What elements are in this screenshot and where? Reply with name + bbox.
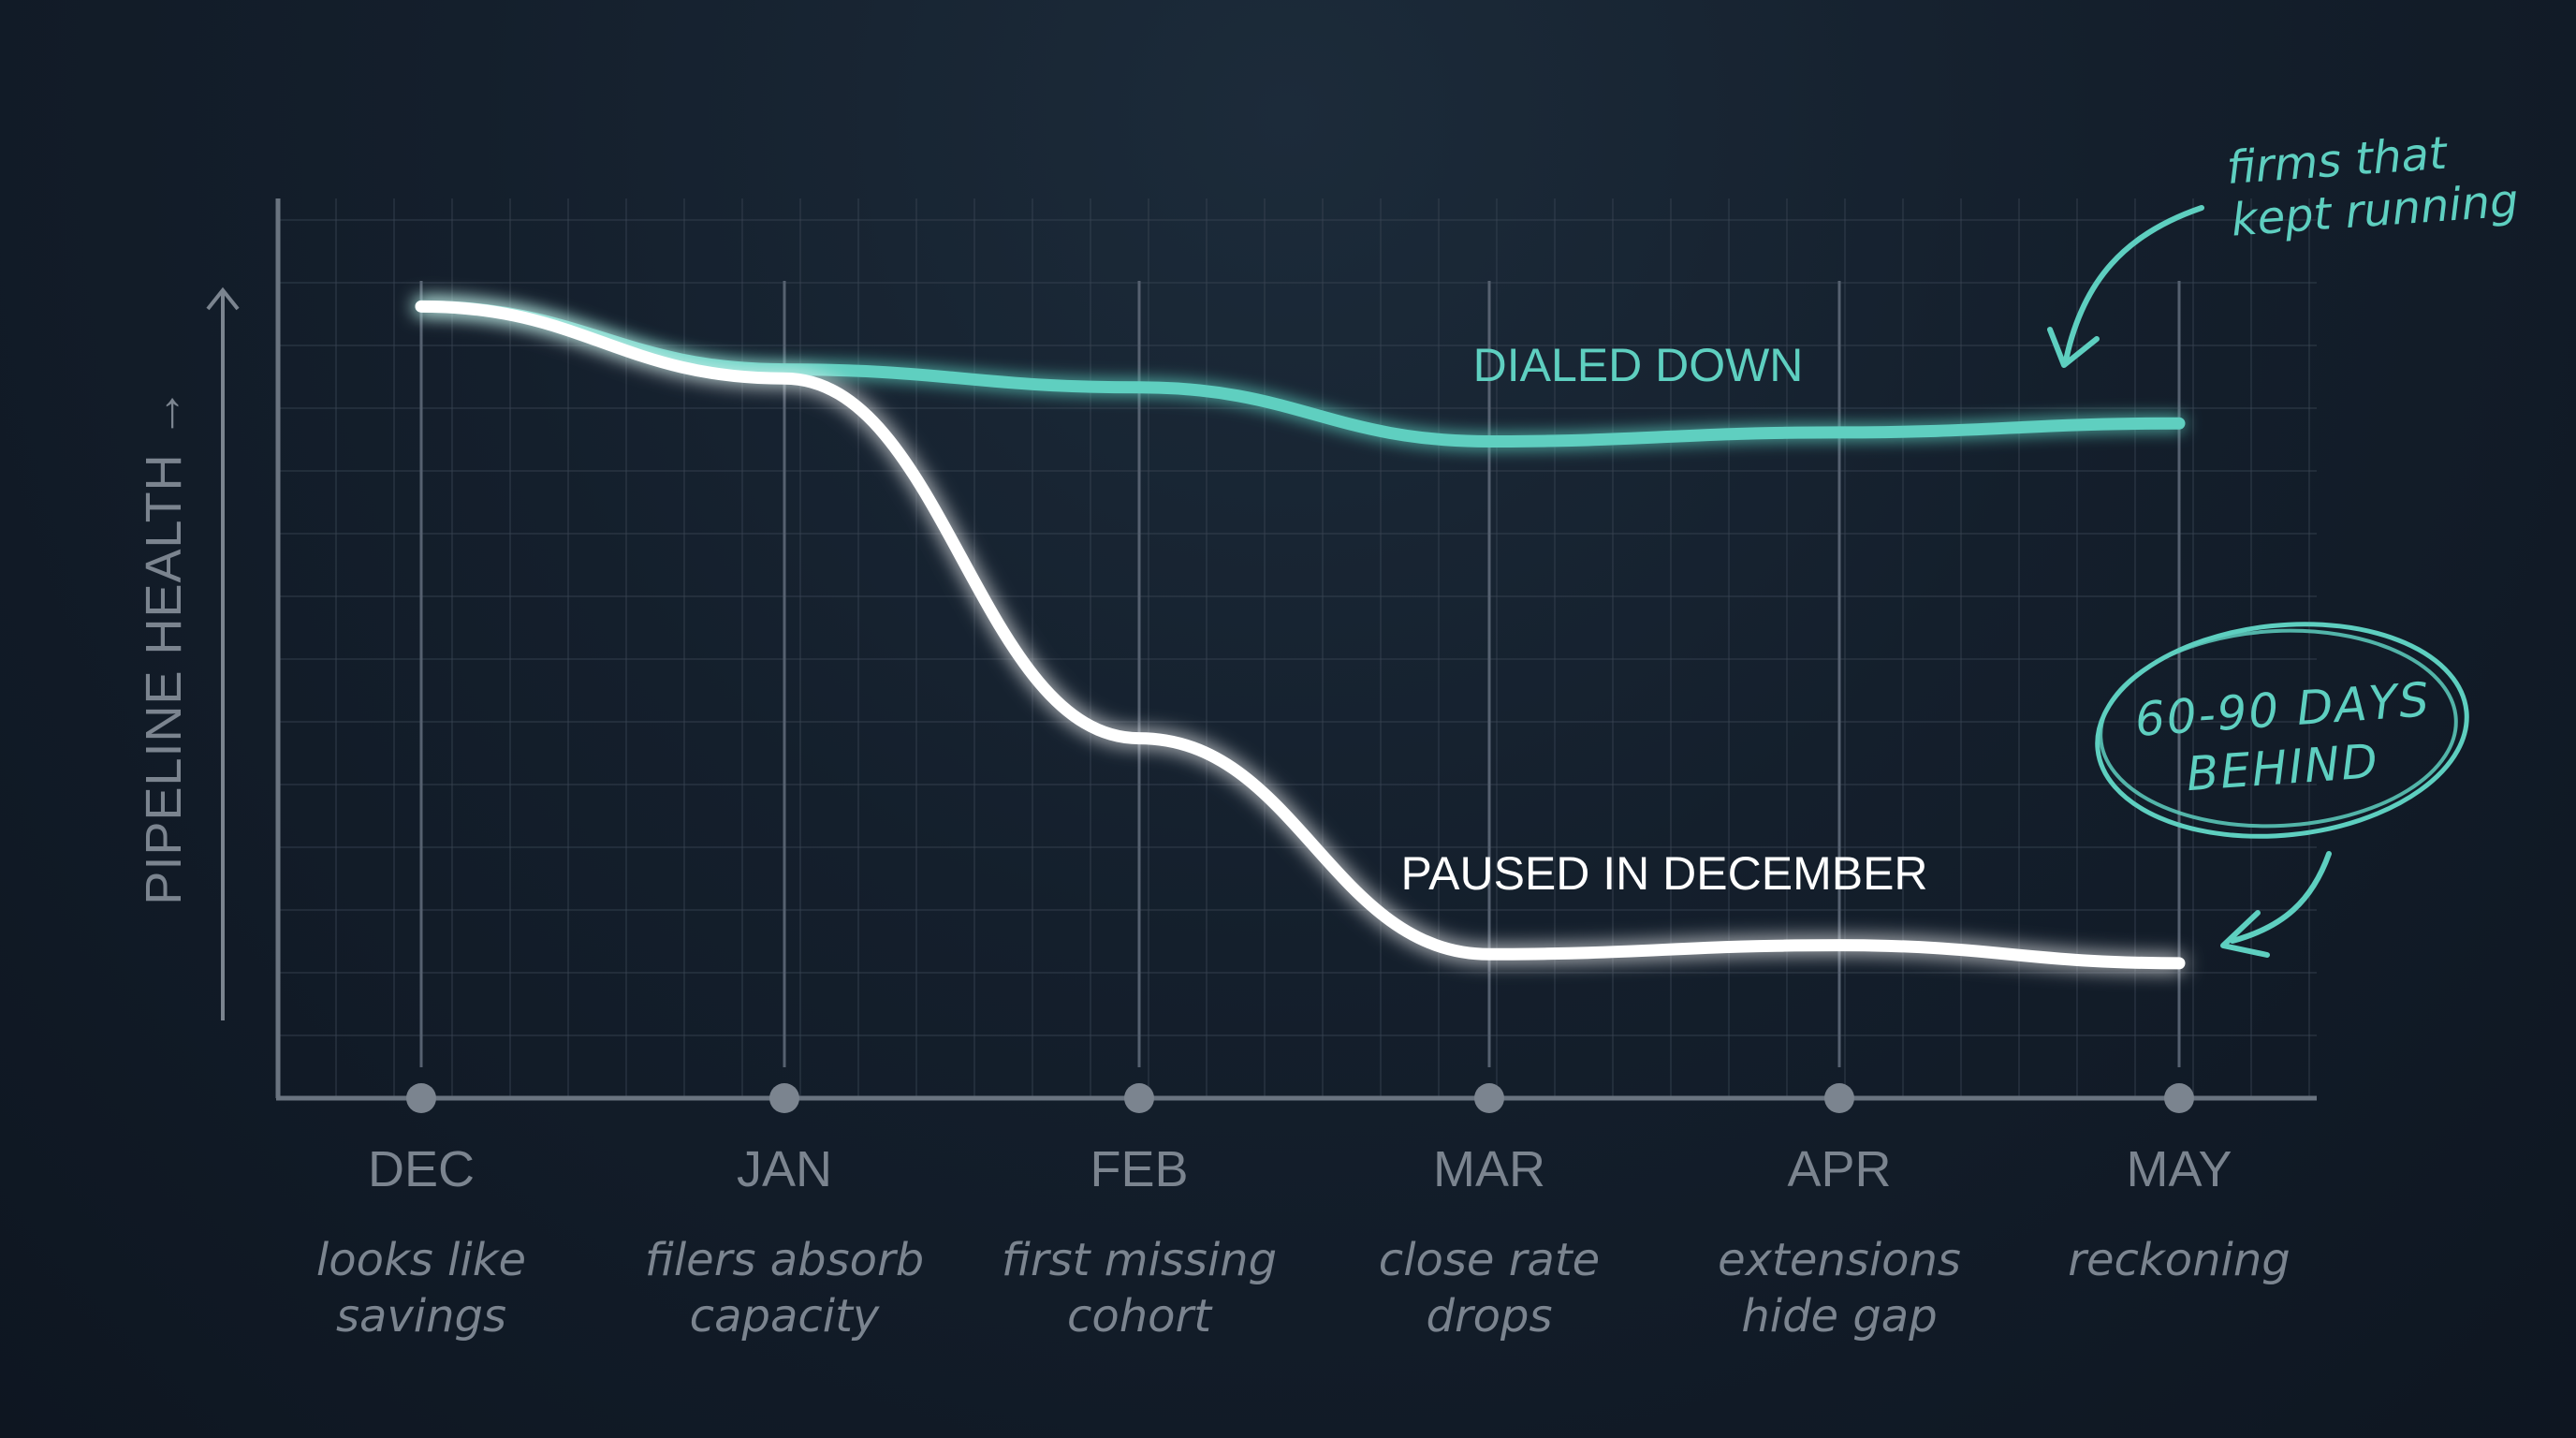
annotation-days-behind: BEHIND: [2185, 734, 2381, 801]
x-tick-note: drops: [1426, 1290, 1552, 1343]
x-tick-label: DEC: [368, 1141, 475, 1197]
annotation-circle: [2095, 622, 2469, 839]
x-tick-label: JAN: [737, 1141, 832, 1197]
annotation-arrow-shaft-2: [2230, 851, 2332, 944]
x-tick-note: savings: [336, 1290, 506, 1343]
x-tick-dot: [1474, 1083, 1504, 1113]
x-tick-label: APR: [1787, 1141, 1891, 1197]
series-line-paused-in-december: [415, 300, 2186, 970]
y-axis-label: PIPELINE HEALTH →: [136, 387, 192, 904]
series-line-dialed-down: [415, 300, 2186, 448]
x-tick-dot: [406, 1083, 436, 1113]
x-tick-label: FEB: [1090, 1141, 1188, 1197]
annotation-arrow-head-2: [2220, 910, 2270, 958]
x-tick-note: extensions: [1718, 1234, 1961, 1286]
y-axis-arrow-head: [206, 286, 240, 311]
series-layer: DIALED DOWN PAUSED IN DECEMBER: [415, 300, 2186, 970]
series-label-dialed-down: DIALED DOWN: [1473, 339, 1804, 391]
x-tick-note: capacity: [690, 1290, 880, 1343]
x-tick-label: MAY: [2126, 1141, 2232, 1197]
x-tick-dot: [1124, 1083, 1154, 1113]
axes: [206, 198, 2317, 1101]
annotation-circle-inner: [2099, 628, 2458, 829]
x-tick-note: hide gap: [1741, 1290, 1937, 1343]
x-tick-note: reckoning: [2068, 1234, 2290, 1286]
x-tick-dot: [2164, 1083, 2194, 1113]
x-tick-dot: [769, 1083, 799, 1113]
x-tick-note: cohort: [1067, 1290, 1213, 1343]
x-ticks: DEC JAN FEB MAR APR MAY: [368, 1083, 2232, 1197]
x-tick-note: filers absorb: [645, 1234, 924, 1286]
month-guide-lines: [419, 281, 2181, 1067]
x-tick-note: first missing: [1002, 1234, 1277, 1286]
series-label-paused-in-december: PAUSED IN DECEMBER: [1400, 847, 1927, 900]
x-tick-note: looks like: [316, 1234, 526, 1286]
annotation-arrow-shaft: [2063, 205, 2204, 363]
x-tick-note: close rate: [1379, 1234, 1600, 1286]
x-tick-label: MAR: [1433, 1141, 1545, 1197]
x-tick-dot: [1824, 1083, 1854, 1113]
annotation-arrow-head: [2047, 327, 2100, 368]
